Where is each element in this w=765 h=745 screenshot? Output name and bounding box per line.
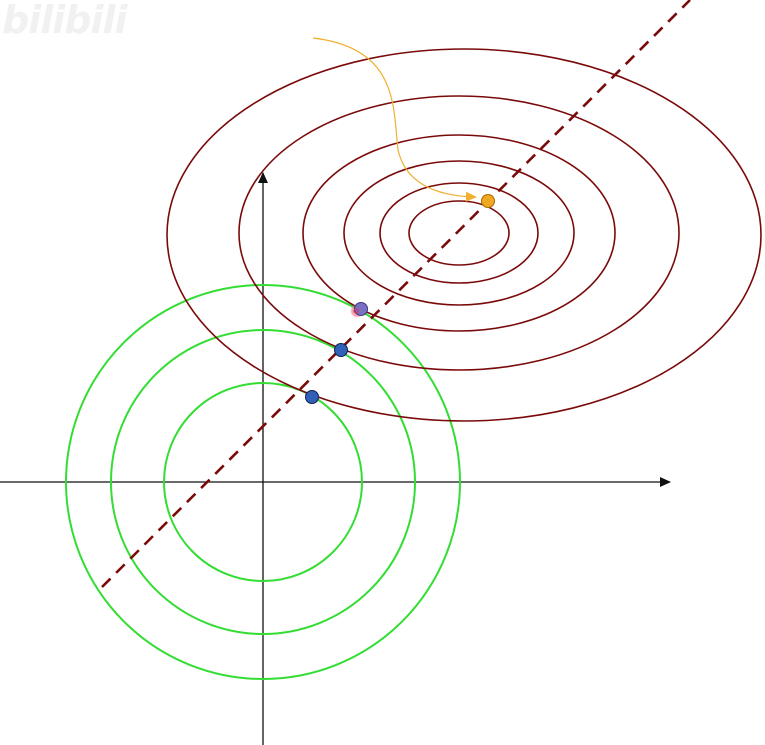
highlight-marker: [353, 308, 359, 314]
green-contour-middle: [110, 329, 416, 635]
loss-contour-3: [343, 160, 575, 306]
optimum-point: [481, 194, 495, 208]
points: [305, 194, 495, 404]
loss-contour-4: [302, 134, 616, 332]
curved-arrow: [312, 37, 477, 202]
loss-contour-2: [379, 182, 539, 284]
green-contour-inner: [163, 382, 363, 582]
loss-contours: [166, 48, 762, 422]
blue-point-bottom: [305, 390, 319, 404]
regularization-contours: [65, 284, 461, 680]
axes: [0, 172, 671, 745]
green-contour-outer: [65, 284, 461, 680]
loss-contour-6: [166, 48, 762, 422]
loss-contour-1: [408, 200, 510, 266]
loss-contour-5: [238, 95, 680, 371]
blue-point-middle: [334, 343, 348, 357]
bilibili-logo-icon: bilibili: [2, 0, 128, 42]
